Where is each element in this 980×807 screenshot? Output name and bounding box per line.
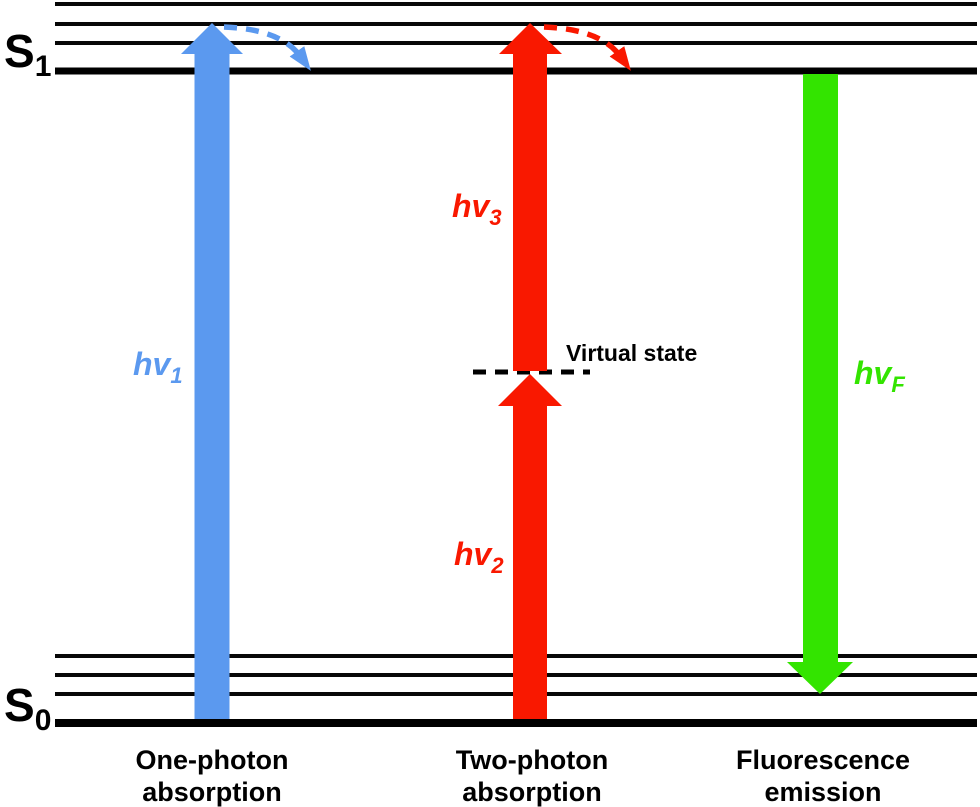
one-photon-absorption-arrow [181, 23, 243, 720]
virtual-state-label: Virtual state [566, 340, 697, 366]
relaxation-arc-red [543, 24, 631, 71]
two-photon-absorption-arrow-upper [499, 23, 562, 371]
caption-two-photon: Two-photon absorption [456, 745, 608, 807]
hv1-label: hv1 [133, 346, 183, 388]
hv3-label: hv3 [452, 188, 502, 230]
fluorescence-emission-arrow [787, 74, 853, 694]
hvF-label: hvF [854, 355, 905, 397]
caption-fluorescence: Fluorescence emission [736, 745, 910, 807]
s0-label: S0 [4, 679, 51, 737]
caption-one-photon: One-photon absorption [136, 745, 289, 807]
relaxation-arc-blue [223, 24, 311, 71]
s1-label: S1 [4, 25, 51, 83]
hv2-label: hv2 [454, 536, 504, 578]
two-photon-absorption-arrow-lower [498, 374, 562, 720]
